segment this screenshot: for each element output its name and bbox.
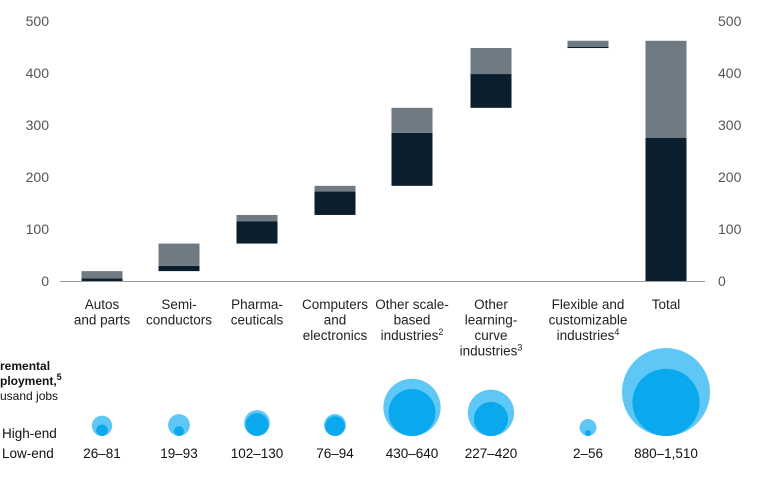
bar-high-end [567,40,609,47]
employment-range-label: 26–81 [83,446,121,461]
category-label: Computers [302,297,368,312]
bubble-high-end [579,419,597,436]
bar-low-end [470,74,512,108]
bar-low-end [236,221,278,244]
y-tick-label-left: 200 [26,169,50,185]
employment-title: ployment,5 [0,372,62,388]
y-tick-label-left: 100 [26,221,50,237]
y-tick-label-left: 400 [26,65,50,81]
category-label: Total [652,297,681,312]
bar-low-end [81,278,123,281]
category-label: Other [474,297,508,312]
category-label: Flexible and [552,297,625,312]
category-label: and [324,313,347,328]
category-label: curve [474,328,507,343]
employment-range-label: 227–420 [465,446,518,461]
employment-range-label: 2–56 [573,446,603,461]
y-tick-label-right: 500 [718,13,742,29]
employment-range-label: 430–640 [386,446,439,461]
category-label: Other scale- [375,297,449,312]
bar-high-end [158,243,200,266]
y-tick-label-right: 400 [718,65,742,81]
bar-high-end [645,40,687,139]
category-label: and parts [74,313,131,328]
y-tick-label-right: 200 [718,169,742,185]
y-tick-label-right: 300 [718,117,742,133]
employment-range-label: 880–1,510 [634,446,698,461]
employment-range-label: 102–130 [231,446,284,461]
category-label: ceuticals [231,313,284,328]
employment-range-label: 76–94 [316,446,354,461]
bar-low-end [567,47,609,49]
category-label: industries3 [460,343,523,359]
bar-high-end [236,214,278,222]
employment-range-label: 19–93 [160,446,198,461]
employment-title: remental [0,359,50,373]
bar-low-end [391,132,433,186]
row-label-high-end: High-end [2,426,57,441]
y-tick-label-left: 300 [26,117,50,133]
y-tick-label-left: 0 [41,273,49,289]
bubble-low-end [632,368,700,436]
category-label: learning- [465,313,518,328]
category-label: based [394,313,431,328]
category-label: conductors [146,313,212,328]
y-tick-label-left: 500 [26,13,50,29]
category-label: industries2 [381,327,444,343]
bubble-low-end [96,424,108,436]
category-label: Pharma- [231,297,283,312]
bubble-low-end [174,426,184,436]
bar-high-end [314,185,356,192]
category-label: electronics [303,328,368,343]
bubble-high-end [168,414,190,436]
bubble-low-end [325,416,345,436]
bar-high-end [470,48,512,75]
bar-high-end [391,107,433,133]
bubble-low-end [245,413,269,437]
category-label: industries4 [557,327,620,343]
y-tick-label-right: 0 [718,273,726,289]
category-label: Semi- [161,297,196,312]
bar-low-end [158,265,200,272]
bar-high-end [81,271,123,279]
category-label: customizable [549,313,628,328]
category-label: Autos [85,297,120,312]
employment-title: usand jobs [0,389,58,403]
bubble-low-end [585,430,591,436]
row-label-low-end: Low-end [2,446,54,461]
bubble-low-end [388,389,436,436]
bar-low-end [645,138,687,281]
y-tick-label-right: 100 [718,221,742,237]
bar-low-end [314,191,356,215]
bubble-low-end [473,401,509,436]
